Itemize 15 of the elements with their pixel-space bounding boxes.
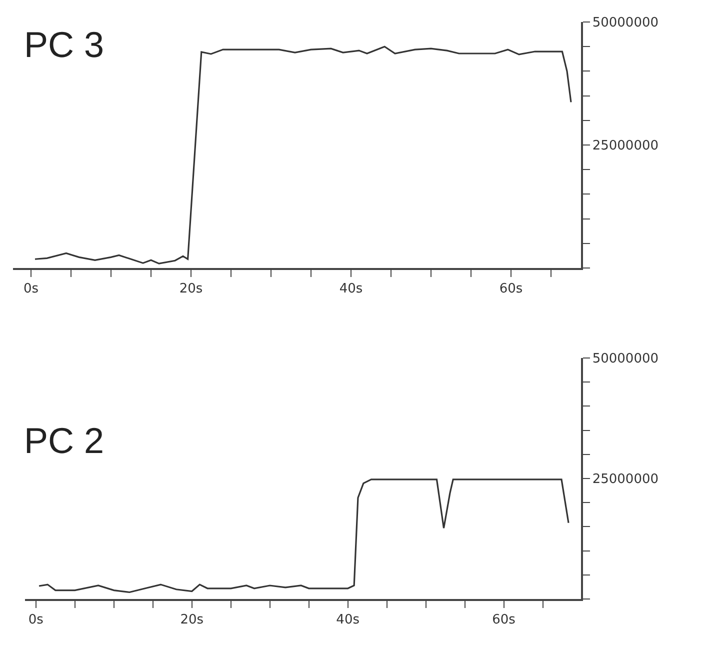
text: PC 2 (24, 420, 104, 461)
x-tick-label: 0s (28, 612, 44, 628)
x-tick-label: 0s (23, 281, 39, 296)
x-tick-label: 60s (492, 612, 516, 628)
y-tick-label: 25000000 (592, 138, 659, 154)
y-tick-label: 50000000 (592, 16, 659, 31)
x-tick-label: 40s (339, 281, 363, 296)
x-tick-label: 20s (179, 281, 203, 296)
chart-title: PC 3 (24, 24, 104, 65)
y-tick-label: 50000000 (592, 352, 659, 367)
y-tick-label: 25000000 (592, 472, 659, 488)
line-series (38, 478, 570, 594)
x-tick-label: 60s (499, 281, 523, 296)
x-tick-label: 40s (336, 612, 360, 628)
x-tick-label: 20s (180, 612, 204, 628)
